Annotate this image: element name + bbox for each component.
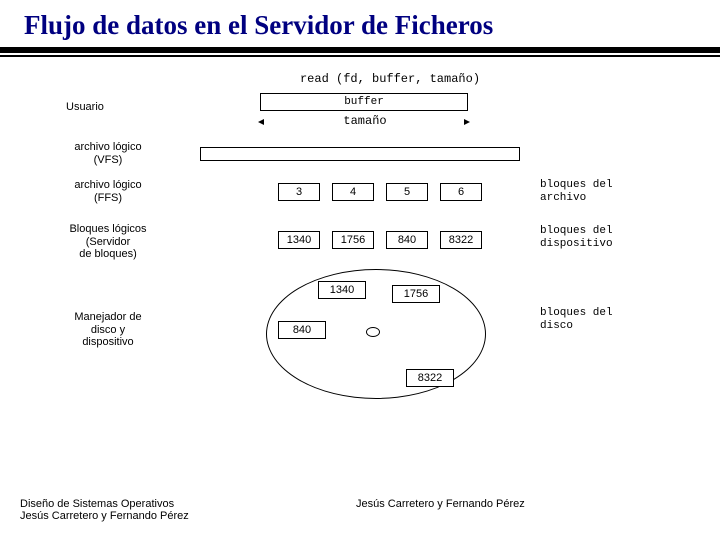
md1: Manejador de <box>74 311 141 323</box>
label-bloques: Bloques lógicos (Servidor de bloques) <box>48 223 168 261</box>
r1a: bloques del <box>540 179 613 191</box>
label-manejador: Manejador de disco y dispositivo <box>48 311 168 349</box>
dev-cells: 1340 1756 840 8322 <box>278 231 494 249</box>
label-usuario: Usuario <box>66 101 156 114</box>
diagram-area: read (fd, buffer, tamaño) Usuario buffer… <box>0 71 720 471</box>
tamano-label: tamaño <box>320 115 410 129</box>
r2a: bloques del <box>540 225 613 237</box>
disk-block-c: 840 <box>278 321 326 339</box>
footer-left-1: Diseño de Sistemas Operativos <box>20 498 174 510</box>
label-ffs: archivo lógico (FFS) <box>48 179 168 204</box>
right-label-dispositivo: bloques del dispositivo <box>540 225 680 250</box>
vfs-bar <box>200 147 520 161</box>
bl1: Bloques lógicos <box>69 223 146 235</box>
ffs-cell-0: 3 <box>278 183 320 201</box>
label-vfs-2: (VFS) <box>94 154 123 166</box>
r3a: bloques del <box>540 307 613 319</box>
ffs-cell-2: 5 <box>386 183 428 201</box>
dev-cell-1: 1756 <box>332 231 374 249</box>
footer-right: Jesús Carretero y Fernando Pérez <box>310 498 720 522</box>
dev-cell-3: 8322 <box>440 231 482 249</box>
footer: Diseño de Sistemas Operativos Jesús Carr… <box>0 498 720 522</box>
buffer-box: buffer <box>260 93 468 111</box>
footer-left-2: Jesús Carretero y Fernando Pérez <box>20 510 189 522</box>
r1b: archivo <box>540 192 586 204</box>
right-label-archivo: bloques del archivo <box>540 179 680 204</box>
right-label-disco: bloques del disco <box>540 307 680 332</box>
footer-left: Diseño de Sistemas Operativos Jesús Carr… <box>0 498 310 522</box>
bl3: de bloques) <box>79 248 137 260</box>
dev-cell-2: 840 <box>386 231 428 249</box>
page-title: Flujo de datos en el Servidor de Fichero… <box>0 0 720 47</box>
title-rule-thin <box>0 55 720 57</box>
syscall-text: read (fd, buffer, tamaño) <box>260 73 520 87</box>
disk-center <box>366 327 380 337</box>
ffs-cells: 3 4 5 6 <box>278 183 494 201</box>
label-ffs-2: (FFS) <box>94 192 122 204</box>
arrow-right <box>464 119 470 125</box>
label-vfs: archivo lógico (VFS) <box>48 141 168 166</box>
r2b: dispositivo <box>540 238 613 250</box>
label-ffs-1: archivo lógico <box>74 179 141 191</box>
md3: dispositivo <box>82 336 133 348</box>
dev-cell-0: 1340 <box>278 231 320 249</box>
md2: disco y <box>91 324 125 336</box>
arrow-left <box>258 119 264 125</box>
label-vfs-1: archivo lógico <box>74 141 141 153</box>
title-rule-thick <box>0 47 720 53</box>
bl2: (Servidor <box>86 236 131 248</box>
r3b: disco <box>540 320 573 332</box>
ffs-cell-1: 4 <box>332 183 374 201</box>
disk-block-b: 1756 <box>392 285 440 303</box>
disk-block-a: 1340 <box>318 281 366 299</box>
ffs-cell-3: 6 <box>440 183 482 201</box>
disk-block-d: 8322 <box>406 369 454 387</box>
